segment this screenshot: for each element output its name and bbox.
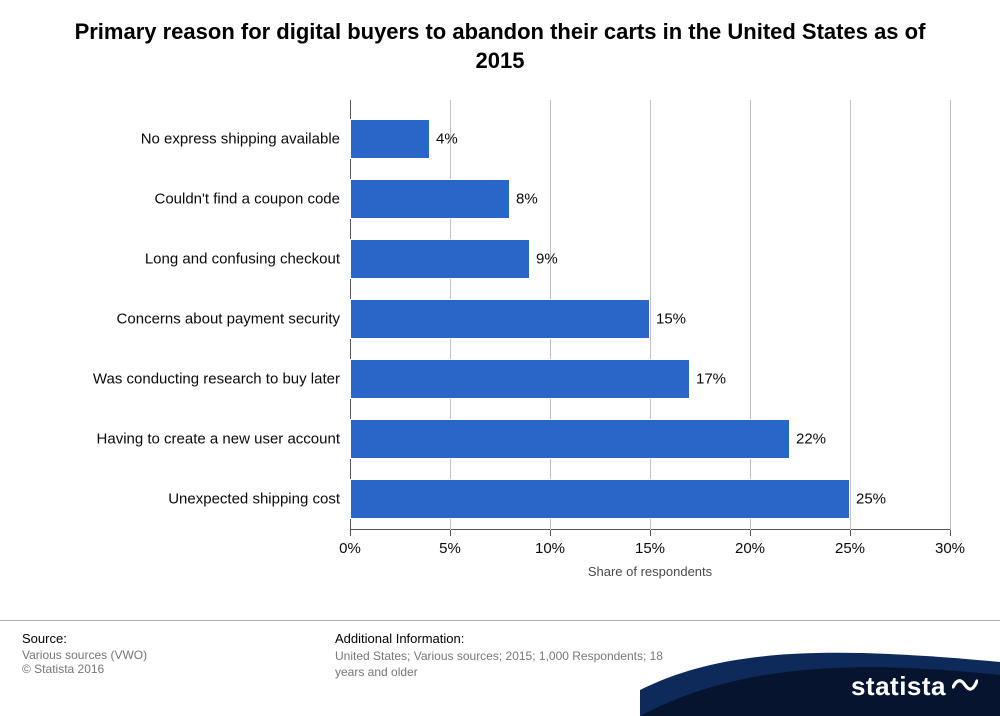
bar-value-label: 8%: [510, 191, 538, 208]
bar-row: 4%: [350, 119, 430, 159]
statista-logo: statista: [851, 671, 978, 702]
bar: [350, 479, 850, 519]
bar-value-label: 17%: [690, 371, 726, 388]
bar: [350, 359, 690, 399]
gridline: [850, 100, 851, 530]
chart-title: Primary reason for digital buyers to aba…: [0, 0, 1000, 85]
bar-row: 9%: [350, 239, 530, 279]
bar: [350, 239, 530, 279]
x-tick-label: 20%: [735, 530, 765, 557]
category-label: Was conducting research to buy later: [10, 371, 340, 388]
bar-value-label: 9%: [530, 251, 558, 268]
x-tick-label: 15%: [635, 530, 665, 557]
bar-value-label: 15%: [650, 311, 686, 328]
bar-row: 25%: [350, 479, 850, 519]
category-label: Concerns about payment security: [10, 311, 340, 328]
bar-value-label: 22%: [790, 431, 826, 448]
category-label: Unexpected shipping cost: [10, 491, 340, 508]
plot-region: Share of respondents 0%5%10%15%20%25%30%…: [350, 100, 950, 530]
bar: [350, 299, 650, 339]
chart-area: Share of respondents 0%5%10%15%20%25%30%…: [0, 90, 1000, 590]
source-line-1: Various sources (VWO): [22, 648, 302, 662]
source-line-2: © Statista 2016: [22, 662, 302, 676]
logo-text: statista: [851, 671, 946, 702]
bar: [350, 119, 430, 159]
category-label: No express shipping available: [10, 131, 340, 148]
bar: [350, 179, 510, 219]
bar-row: 8%: [350, 179, 510, 219]
footer-source: Source: Various sources (VWO) © Statista…: [22, 631, 302, 676]
x-tick-label: 25%: [835, 530, 865, 557]
category-label: Couldn't find a coupon code: [10, 191, 340, 208]
bar-row: 22%: [350, 419, 790, 459]
bar: [350, 419, 790, 459]
x-tick-label: 5%: [439, 530, 461, 557]
logo-wave-icon: [952, 671, 978, 702]
bar-row: 15%: [350, 299, 650, 339]
x-tick-label: 30%: [935, 530, 965, 557]
footer: Source: Various sources (VWO) © Statista…: [0, 620, 1000, 716]
bar-value-label: 4%: [430, 131, 458, 148]
x-tick-label: 0%: [339, 530, 361, 557]
source-heading: Source:: [22, 631, 302, 646]
gridline: [950, 100, 951, 530]
gridline: [750, 100, 751, 530]
x-tick-label: 10%: [535, 530, 565, 557]
category-label: Long and confusing checkout: [10, 251, 340, 268]
bar-row: 17%: [350, 359, 690, 399]
bar-value-label: 25%: [850, 491, 886, 508]
category-label: Having to create a new user account: [10, 431, 340, 448]
